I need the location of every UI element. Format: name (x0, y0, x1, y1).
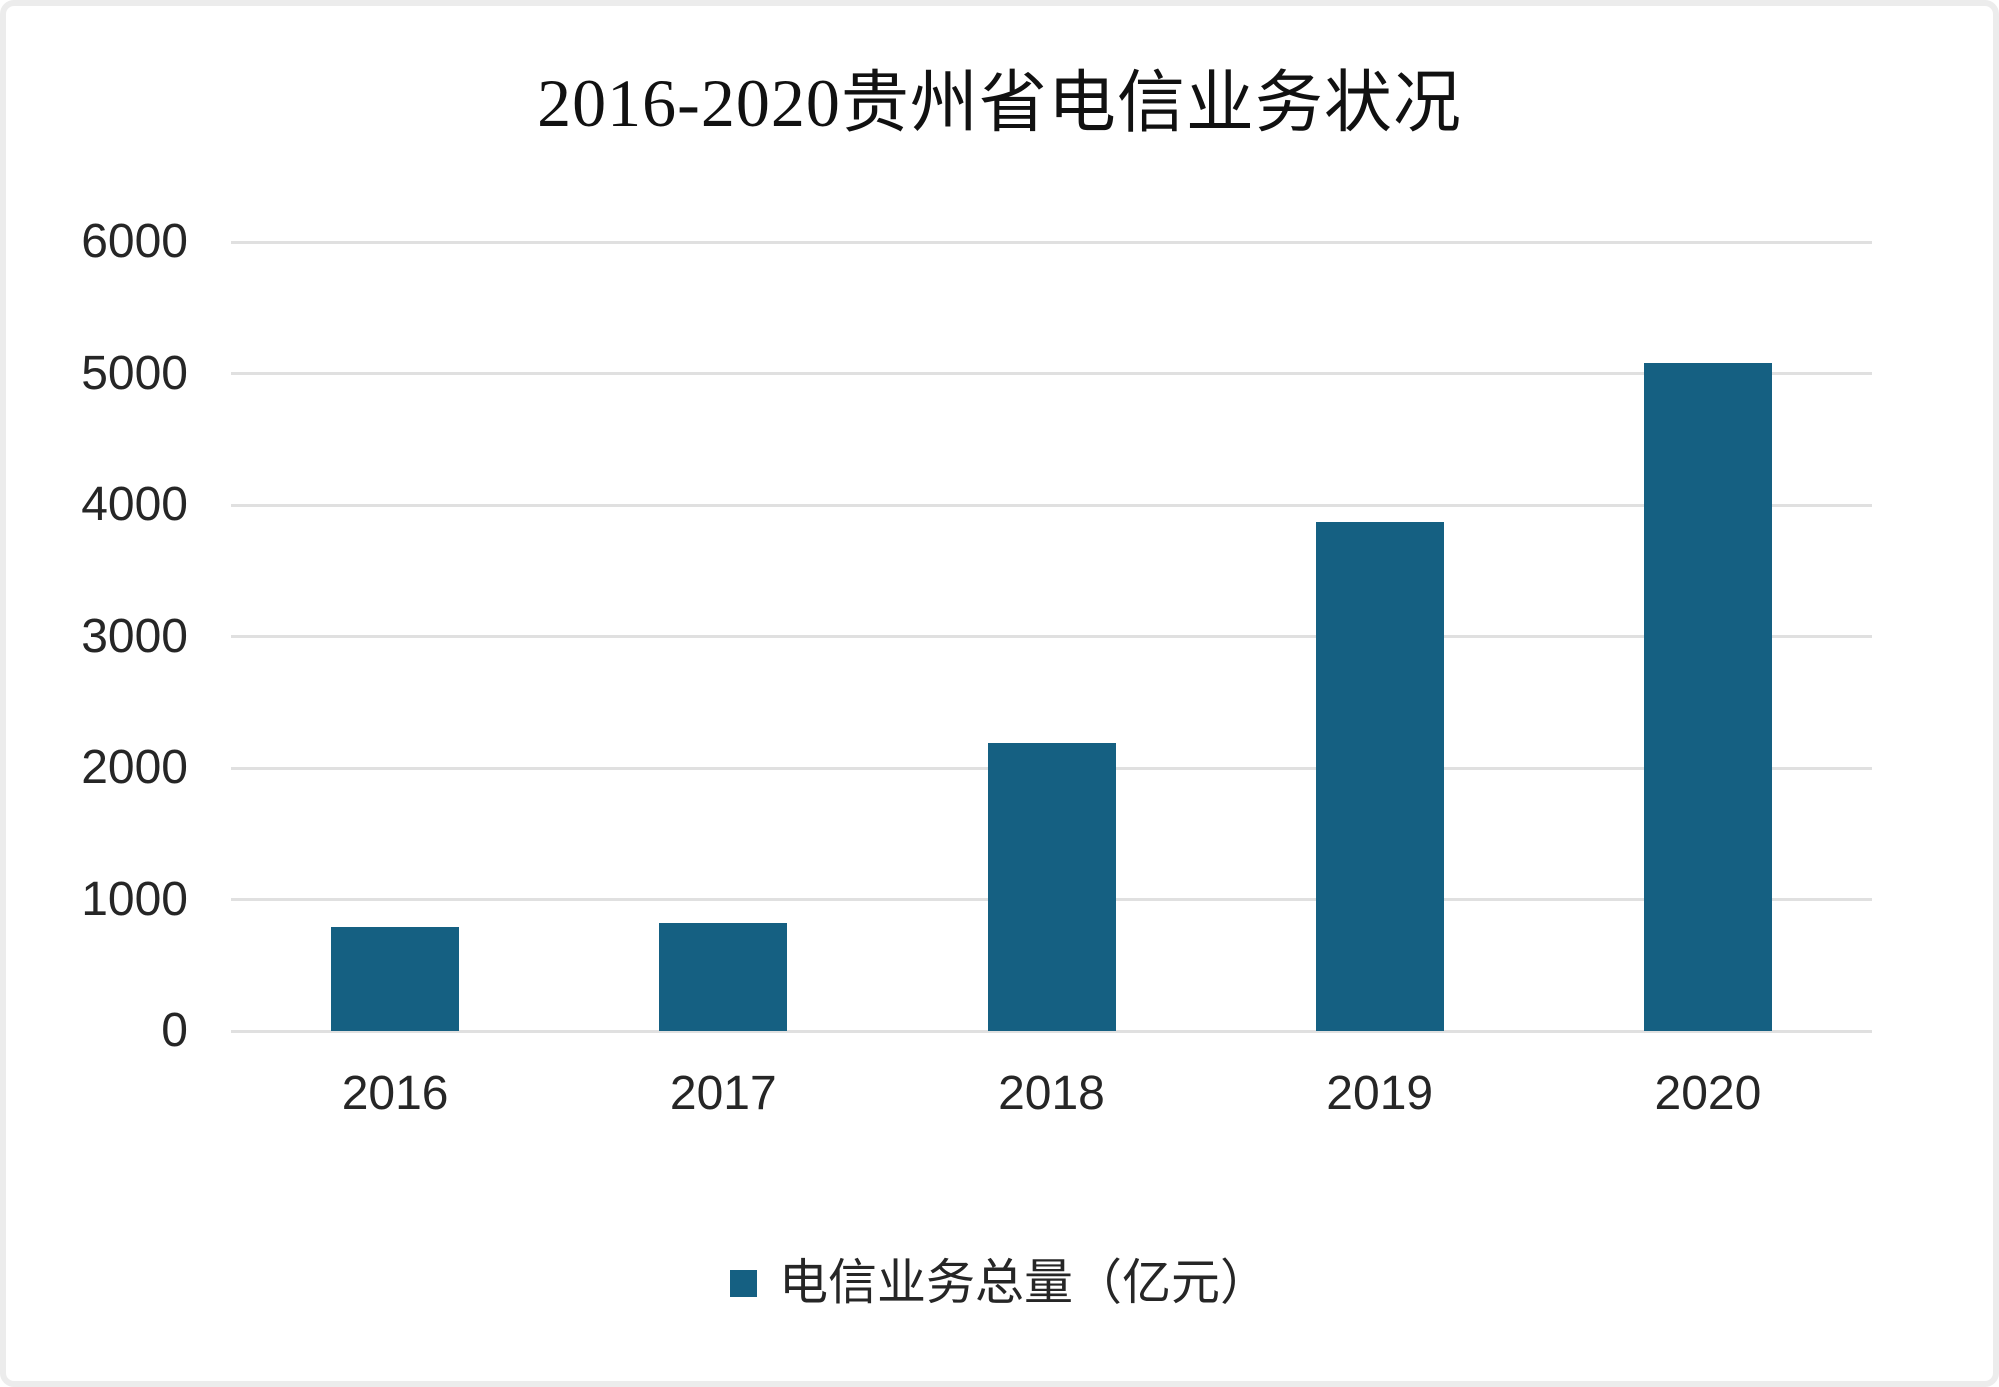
bar-2019 (1315, 522, 1444, 1031)
bar-2018 (987, 743, 1116, 1031)
gridline-4000 (231, 503, 1872, 507)
bar-2020 (1643, 362, 1772, 1031)
y-axis-tick-3000: 3000 (81, 609, 188, 663)
x-axis-tick-2020: 2020 (1654, 1067, 1762, 1120)
y-axis-tick-6000: 6000 (81, 215, 188, 268)
y-axis-tick-0: 0 (161, 1004, 188, 1057)
y-axis-tick-2000: 2000 (81, 741, 188, 794)
x-axis-tick-2018: 2018 (998, 1067, 1105, 1120)
chart-title: 2016-2020贵州省电信业务状况 (537, 65, 1462, 141)
x-axis-tick-2019: 2019 (1326, 1067, 1434, 1120)
gridline-3000 (231, 635, 1872, 638)
gridline-6000 (231, 240, 1872, 244)
x-axis-tick-2016: 2016 (341, 1067, 449, 1120)
plot-area: 0 1000 2000 3000 4000 5000 6000 2016 2017 2018 201… (6, 6, 1993, 1381)
legend-label: 电信业务总量（亿元） (778, 1256, 1269, 1310)
legend: 电信业务总量（亿元） (6, 1251, 1993, 1315)
gridline-5000 (231, 372, 1872, 375)
gridline-0 (231, 1029, 1872, 1033)
bar-2017 (659, 923, 788, 1031)
legend-swatch-icon (729, 1269, 757, 1297)
x-axis-tick-2017: 2017 (669, 1067, 777, 1120)
y-axis-tick-5000: 5000 (81, 346, 188, 400)
bar-2016 (331, 927, 460, 1031)
y-axis-tick-1000: 1000 (81, 872, 188, 926)
y-axis-tick-4000: 4000 (81, 478, 188, 531)
